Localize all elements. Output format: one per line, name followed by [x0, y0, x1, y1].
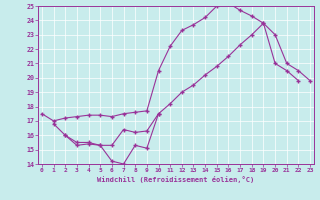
X-axis label: Windchill (Refroidissement éolien,°C): Windchill (Refroidissement éolien,°C) — [97, 176, 255, 183]
